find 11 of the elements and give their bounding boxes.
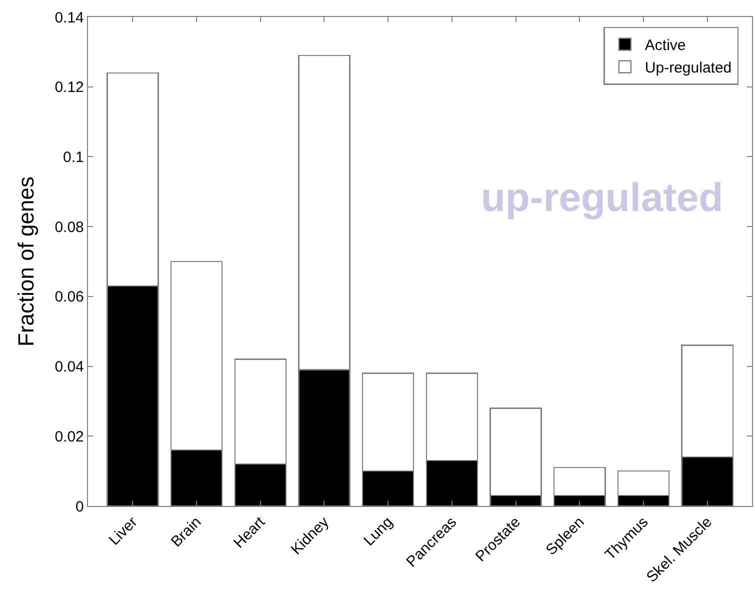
y-tick-label: 0.12 (54, 79, 84, 96)
y-tick-label: 0.02 (54, 428, 84, 446)
y-tick-label: 0.06 (54, 288, 84, 306)
y-tick-label: 0.1 (63, 148, 84, 166)
legend-label: Up-regulated (644, 60, 732, 77)
y-tick-label: 0.14 (54, 9, 84, 26)
legend-label: Active (644, 37, 686, 54)
y-axis-title: Fraction of genes (13, 176, 38, 346)
y-tick-label: 0 (76, 498, 84, 516)
y-tick-label: 0.08 (54, 218, 84, 236)
y-tick-label: 0.04 (54, 358, 84, 376)
